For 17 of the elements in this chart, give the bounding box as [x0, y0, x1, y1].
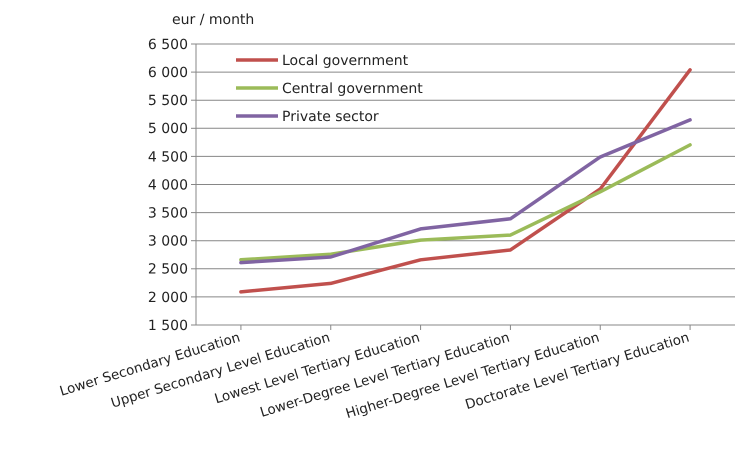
- y-tick-label: 5 000: [148, 121, 188, 138]
- y-tick-label: 1 500: [148, 318, 188, 334]
- legend-label: Private sector: [282, 108, 379, 125]
- line-series: [239, 68, 692, 294]
- legend-label: Central government: [282, 80, 424, 97]
- y-tick-label: 3 000: [148, 234, 188, 250]
- y-tick-label: 6 500: [148, 36, 188, 53]
- y-tick-label: 6 000: [148, 65, 188, 81]
- y-axis-title: eur / month: [172, 12, 254, 28]
- legend-label: Local government: [282, 52, 409, 69]
- y-tick-label: 4 000: [148, 177, 188, 194]
- line-series: [239, 143, 692, 262]
- y-tick-label: 4 500: [148, 149, 188, 166]
- y-tick-label: 2 000: [148, 290, 188, 306]
- y-tick-label: 5 500: [148, 93, 188, 110]
- y-tick-label: 2 500: [148, 262, 188, 278]
- y-tick-label: 3 500: [148, 206, 188, 222]
